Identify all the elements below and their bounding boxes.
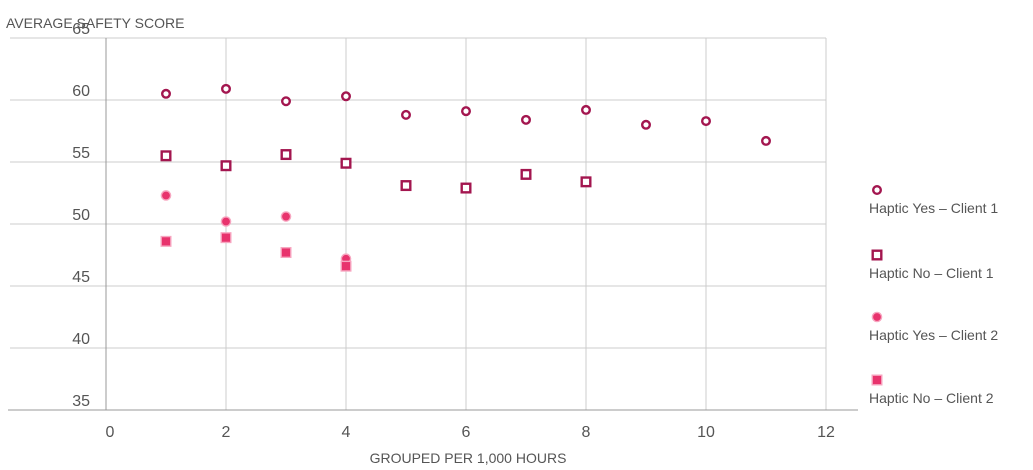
x-tick-label: 2 <box>222 424 231 441</box>
y-tick-label: 55 <box>72 145 90 162</box>
data-point <box>701 116 712 127</box>
y-tick-label: 35 <box>72 393 90 410</box>
y-tick-label: 60 <box>72 83 90 100</box>
legend-marker <box>871 374 883 386</box>
legend-item: Haptic No – Client 1 <box>869 249 994 281</box>
legend-label: Haptic Yes – Client 2 <box>869 327 998 343</box>
data-point <box>160 150 172 162</box>
data-point <box>220 83 231 94</box>
axes <box>8 38 858 411</box>
data-point <box>160 88 171 99</box>
y-tick-label: 65 <box>72 21 90 38</box>
legend-marker <box>872 184 883 195</box>
series-4 <box>160 232 352 272</box>
y-tick-label: 40 <box>72 331 90 348</box>
data-point <box>581 104 592 115</box>
data-point <box>520 168 532 180</box>
data-point <box>401 109 412 120</box>
series-2 <box>160 149 592 194</box>
data-point <box>340 260 352 272</box>
x-tick-label: 8 <box>582 424 591 441</box>
data-point <box>280 149 292 161</box>
x-tick-label: 6 <box>462 424 471 441</box>
data-point <box>580 176 592 188</box>
x-tick-label: 0 <box>106 424 115 441</box>
data-point <box>220 216 232 227</box>
y-axis-title: AVERAGE SAFETY SCORE <box>6 15 184 31</box>
legend-item: Haptic Yes – Client 1 <box>869 184 998 216</box>
data-point <box>280 247 292 259</box>
legend-marker <box>871 249 883 261</box>
series-1 <box>160 83 772 146</box>
data-point <box>400 180 412 192</box>
data-point <box>460 182 472 194</box>
data-point <box>340 157 352 169</box>
data-points <box>160 83 772 272</box>
legend-marker <box>871 311 883 323</box>
data-point <box>280 211 292 222</box>
legend: Haptic Yes – Client 1 Haptic No – Client … <box>869 184 998 406</box>
data-point <box>220 160 232 172</box>
x-tick-label: 10 <box>697 424 715 441</box>
data-point <box>641 119 652 130</box>
legend-label: Haptic No – Client 2 <box>869 390 994 406</box>
tick-labels: 35 40 45 50 55 60 65 0 2 4 6 8 10 12 <box>72 21 835 441</box>
data-point <box>160 235 172 247</box>
data-point <box>160 190 172 201</box>
data-point <box>761 135 772 146</box>
x-tick-label: 12 <box>817 424 835 441</box>
y-tick-label: 50 <box>72 207 90 224</box>
series-3 <box>160 190 352 265</box>
legend-item: Haptic No – Client 2 <box>869 374 994 406</box>
legend-item: Haptic Yes – Client 2 <box>869 311 998 343</box>
data-point <box>220 232 232 244</box>
x-axis-title: GROUPED PER 1,000 HOURS <box>370 450 567 466</box>
legend-label: Haptic No – Client 1 <box>869 265 994 281</box>
x-tick-label: 4 <box>342 424 351 441</box>
data-point <box>281 96 292 107</box>
data-point <box>461 106 472 117</box>
y-tick-label: 45 <box>72 269 90 286</box>
grid <box>10 37 827 410</box>
data-point <box>521 114 532 125</box>
legend-label: Haptic Yes – Client 1 <box>869 200 998 216</box>
data-point <box>341 91 352 102</box>
